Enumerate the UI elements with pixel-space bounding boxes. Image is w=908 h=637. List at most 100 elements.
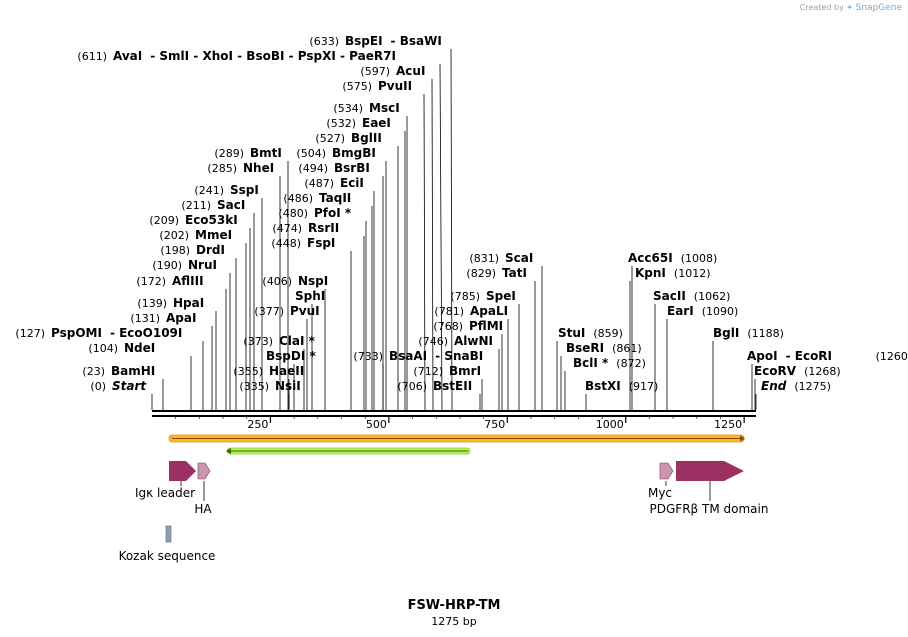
enzyme-isoschizomers: - SmlI - XhoI - BsoBI - PspXI - PaeR7I	[150, 49, 396, 63]
enzyme-site-apali[interactable]: ApaLI (781)	[434, 304, 508, 318]
enzyme-site-msci[interactable]: MscI (534)	[333, 101, 399, 115]
enzyme-site-ecorv[interactable]: EcoRV (1268)	[754, 364, 841, 378]
axis-tick-label: 1000	[596, 418, 624, 431]
feature-ha[interactable]	[197, 462, 211, 480]
construct-length: 1275 bp	[431, 615, 477, 628]
enzyme-site-sphi[interactable]: SphI	[295, 289, 325, 303]
enzyme-site-bmri[interactable]: BmrI (712)	[413, 364, 481, 378]
enzyme-site-kpni[interactable]: KpnI (1012)	[635, 266, 710, 280]
enzyme-site-drdi[interactable]: DrdI (198)	[160, 243, 225, 257]
enzyme-name: Acc65I	[628, 251, 673, 265]
enzyme-site-rsrii[interactable]: RsrII (474)	[272, 221, 339, 235]
enzyme-site-apai[interactable]: ApaI (131)	[130, 311, 196, 325]
enzyme-site-bmti[interactable]: BmtI (289)	[214, 146, 281, 160]
enzyme-name: PflMI	[469, 319, 503, 333]
enzyme-name: AvaI	[113, 49, 142, 63]
enzyme-site-scai[interactable]: ScaI (831)	[469, 251, 533, 265]
enzyme-name: BclI *	[573, 356, 609, 370]
enzyme-site-bmgbi[interactable]: BmgBI (504)	[296, 146, 375, 160]
enzyme-site-eco53ki[interactable]: Eco53kI (209)	[149, 213, 237, 227]
enzyme-site-alwni[interactable]: AlwNI (746)	[418, 334, 493, 348]
enzyme-site-afliii[interactable]: AflIII (172)	[136, 274, 203, 288]
enzyme-site-nhei[interactable]: NheI (285)	[207, 161, 274, 175]
enzyme-site-pspomi[interactable]: PspOMI (127) - EcoO109I	[15, 326, 182, 340]
enzyme-site-eari[interactable]: EarI (1090)	[667, 304, 738, 318]
enzyme-site-bsaai[interactable]: BsaAI (733) - SnaBI	[353, 349, 483, 363]
enzyme-site-start[interactable]: Start (0)	[90, 379, 147, 393]
feature-kozak[interactable]	[165, 525, 172, 543]
enzyme-site-bamhi[interactable]: BamHI (23)	[82, 364, 155, 378]
enzyme-site-sacii[interactable]: SacII (1062)	[653, 289, 730, 303]
enzyme-name: EcoRV	[754, 364, 797, 378]
enzyme-site-bsrbi[interactable]: BsrBI (494)	[298, 161, 369, 175]
feature-igk-leader[interactable]	[169, 461, 196, 481]
enzyme-site-fspi[interactable]: FspI (448)	[271, 236, 335, 250]
enzyme-site-bgli[interactable]: BglI (1188)	[713, 326, 784, 340]
enzyme-site-taqii[interactable]: TaqII (486)	[283, 191, 351, 205]
enzyme-site-pflmi[interactable]: PflMI (768)	[433, 319, 503, 333]
enzyme-site-eaei[interactable]: EaeI (532)	[326, 116, 391, 130]
enzyme-name: NruI	[188, 258, 217, 272]
enzyme-position: (172)	[136, 275, 166, 288]
enzyme-name: BamHI	[111, 364, 155, 378]
enzyme-position: (861)	[612, 342, 642, 355]
enzyme-site-spei[interactable]: SpeI (785)	[450, 289, 515, 303]
enzyme-site-hpai[interactable]: HpaI (139)	[137, 296, 204, 310]
enzyme-position: (211)	[181, 199, 211, 212]
snapgene-credit: Created by ✦ SnapGene	[800, 3, 902, 13]
enzyme-name: SpeI	[486, 289, 516, 303]
enzyme-site-ndei[interactable]: NdeI (104)	[88, 341, 155, 355]
enzyme-site-end[interactable]: End (1275)	[761, 379, 831, 393]
enzyme-site-ecii[interactable]: EciI (487)	[304, 176, 363, 190]
enzyme-site-pvui[interactable]: PvuI (377)	[254, 304, 319, 318]
enzyme-position: (289)	[214, 147, 244, 160]
enzyme-site-bcli[interactable]: BclI * (872)	[573, 356, 646, 370]
enzyme-name: BglII	[351, 131, 382, 145]
enzyme-name: BspEI	[345, 34, 383, 48]
enzyme-leader-avai	[439, 63, 443, 411]
enzyme-name: StuI	[558, 326, 585, 340]
enzyme-site-saci[interactable]: SacI (211)	[181, 198, 245, 212]
enzyme-site-pvuii[interactable]: PvuII (575)	[342, 79, 412, 93]
enzyme-site-avai[interactable]: AvaI (611) - SmlI - XhoI - BsoBI - PspXI -…	[77, 49, 396, 63]
enzyme-leader-acui	[431, 78, 434, 411]
enzyme-name: RsrII	[308, 221, 339, 235]
enzyme-position: (768)	[433, 320, 463, 333]
axis-tick-label: 500	[366, 418, 387, 431]
enzyme-site-pfoi[interactable]: PfoI * (480)	[278, 206, 351, 220]
enzyme-site-clai[interactable]: ClaI * (373)	[243, 334, 315, 348]
enzyme-site-stui[interactable]: StuI (859)	[558, 326, 623, 340]
enzyme-name: End	[761, 379, 787, 393]
enzyme-site-bglii[interactable]: BglII (527)	[315, 131, 381, 145]
enzyme-position: (373)	[243, 335, 273, 348]
enzyme-site-nspi[interactable]: NspI (406)	[262, 274, 328, 288]
enzyme-position: (872)	[616, 357, 646, 370]
enzyme-name: ScaI	[505, 251, 533, 265]
enzyme-site-apoi[interactable]: ApoI (1260) - EcoRI	[747, 349, 908, 363]
enzyme-site-acui[interactable]: AcuI (597)	[360, 64, 425, 78]
enzyme-position: (527)	[315, 132, 345, 145]
enzyme-position: (486)	[283, 192, 313, 205]
feature-pdgfrb-tm[interactable]	[676, 461, 744, 481]
enzyme-site-haeii[interactable]: HaeII (355)	[233, 364, 304, 378]
enzyme-name: SacI	[217, 198, 245, 212]
enzyme-site-bspdi[interactable]: BspDI *	[266, 349, 316, 363]
enzyme-position: (532)	[326, 117, 356, 130]
enzyme-position: (241)	[194, 184, 224, 197]
enzyme-site-bspei[interactable]: BspEI (633) - BsaWI	[309, 34, 441, 48]
enzyme-site-mmei[interactable]: MmeI (202)	[159, 228, 232, 242]
enzyme-site-bstxi[interactable]: BstXI (917)	[585, 379, 658, 393]
enzyme-position: (1008)	[681, 252, 718, 265]
enzyme-name: SphI	[295, 289, 325, 303]
enzyme-site-sspi[interactable]: SspI (241)	[194, 183, 258, 197]
enzyme-site-nsii[interactable]: NsiI (335)	[239, 379, 300, 393]
enzyme-site-bsteii[interactable]: BstEII (706)	[397, 379, 472, 393]
enzyme-site-acc65i[interactable]: Acc65I (1008)	[628, 251, 717, 265]
feature-myc[interactable]	[659, 462, 674, 480]
enzyme-name: BstEII	[433, 379, 472, 393]
enzyme-site-bseri[interactable]: BseRI (861)	[566, 341, 642, 355]
enzyme-site-tati[interactable]: TatI (829)	[466, 266, 527, 280]
enzyme-site-nrui[interactable]: NruI (190)	[152, 258, 217, 272]
enzyme-position: (1012)	[674, 267, 711, 280]
enzyme-name: EarI	[667, 304, 694, 318]
